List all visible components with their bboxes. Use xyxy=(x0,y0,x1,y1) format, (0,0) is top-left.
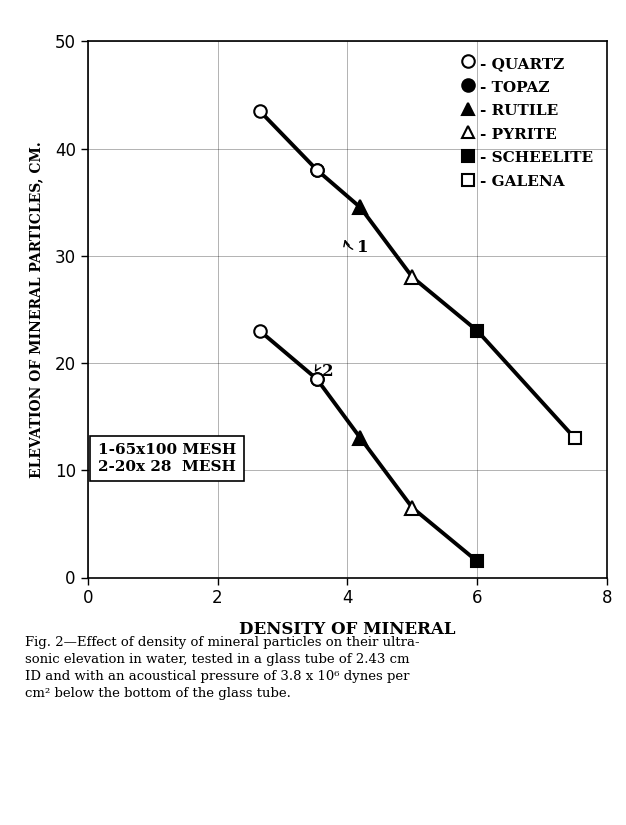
Text: 2: 2 xyxy=(322,363,333,380)
Y-axis label: ELEVATION OF MINERAL PARTICLES, CM.: ELEVATION OF MINERAL PARTICLES, CM. xyxy=(29,141,44,478)
Text: 1: 1 xyxy=(357,238,369,256)
X-axis label: DENSITY OF MINERAL: DENSITY OF MINERAL xyxy=(239,621,456,639)
Legend: - QUARTZ, - TOPAZ, - RUTILE, - PYRITE, - SCHEELITE, - GALENA: - QUARTZ, - TOPAZ, - RUTILE, - PYRITE, -… xyxy=(456,49,600,196)
Text: 1-65x100 MESH
2-20x 28  MESH: 1-65x100 MESH 2-20x 28 MESH xyxy=(98,444,236,474)
Text: Fig. 2—Effect of density of mineral particles on their ultra-
sonic elevation in: Fig. 2—Effect of density of mineral part… xyxy=(25,636,419,700)
